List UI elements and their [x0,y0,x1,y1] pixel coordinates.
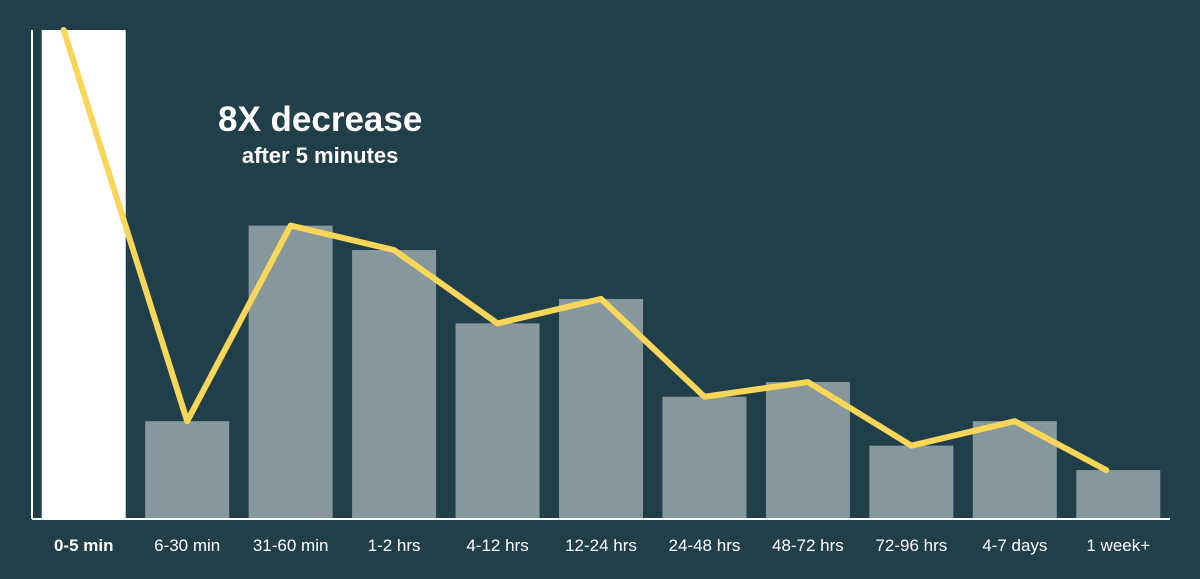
bar-6-30-min [145,421,230,519]
decrease-annotation: 8X decrease after 5 minutes [218,100,422,170]
x-tick-label: 24-48 hrs [669,536,741,555]
bar-12-24-hrs [559,298,643,519]
annotation-subtitle: after 5 minutes [241,143,399,168]
bar-31-60-min [248,225,333,519]
x-tick-label: 1-2 hrs [368,536,421,555]
x-tick-label: 12-24 hrs [565,536,637,555]
axis-layer [31,30,1170,520]
bar-4-12-hrs [455,323,540,519]
trend-line [60,27,1110,474]
bar-24-48-hrs [662,396,747,519]
x-tick-label: 4-7 days [982,536,1047,555]
bar-0-5-min [41,30,126,519]
x-tick-label: 48-72 hrs [772,536,844,555]
bar-1-2-hrs [352,250,437,520]
bar-72-96-hrs [869,445,954,519]
bar-1-week+ [1076,470,1161,519]
x-tick-label: 0-5 min [54,536,114,555]
x-tick-label: 1 week+ [1086,536,1150,555]
x-tick-label: 6-30 min [154,536,220,555]
x-tick-labels: 0-5 min 6-30 min 31-60 min 1-2 hrs 4-12 hrs 1… [54,536,1150,555]
bar-48-72-hrs [765,382,850,519]
x-tick-label: 31-60 min [253,536,329,555]
x-tick-label: 72-96 hrs [875,536,947,555]
annotation-title: 8X decrease [218,100,423,139]
trend-line-layer [60,27,1110,474]
bars-layer [41,30,1161,520]
x-tick-label: 4-12 hrs [466,536,528,555]
